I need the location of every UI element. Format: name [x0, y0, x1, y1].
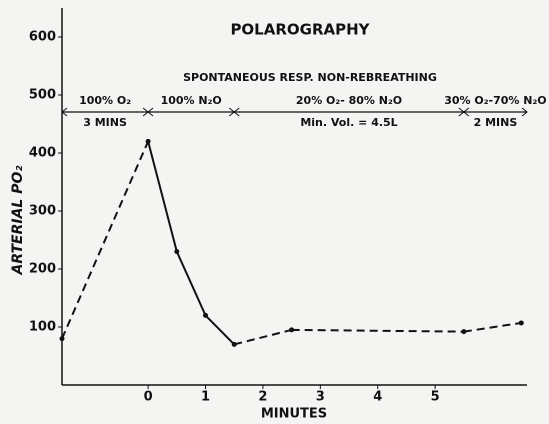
data-point	[231, 341, 237, 347]
phase-bound	[521, 107, 528, 117]
line-segment	[233, 328, 292, 346]
line-segment	[61, 140, 150, 340]
y-axis-label: ARTERIAL PO₂	[10, 165, 26, 276]
data-point	[203, 312, 209, 318]
data-point	[461, 329, 467, 335]
x-tick-label: 3	[316, 390, 325, 405]
data-point	[145, 138, 151, 144]
chart-title: POLAROGRAPHY	[230, 21, 370, 39]
y-tick-label: 300	[29, 204, 56, 219]
data-point	[59, 336, 65, 342]
line-segment	[463, 321, 522, 333]
phase-label: 20% O₂- 80% N₂O	[296, 94, 402, 107]
x-tick-label: 4	[373, 390, 382, 405]
chart-subtitle: SPONTANEOUS RESP. NON-REBREATHING	[183, 71, 437, 84]
phase-bound	[147, 107, 154, 117]
line-segment	[147, 141, 178, 252]
y-tick-label: 600	[29, 30, 56, 45]
y-tick-label: 100	[29, 320, 56, 335]
phase-label: 30% O₂-70% N₂O	[444, 94, 546, 107]
phase-sublabel: 2 MINS	[474, 116, 518, 129]
x-tick-label: 0	[144, 390, 153, 405]
phase-bound	[233, 107, 240, 117]
line-segment	[291, 328, 464, 333]
phase-bound	[463, 107, 470, 117]
phase-sublabel: 3 MINS	[83, 116, 127, 129]
y-tick-label: 500	[29, 88, 56, 103]
x-axis-label: MINUTES	[261, 407, 327, 422]
data-point	[174, 249, 180, 255]
line-segment	[204, 314, 235, 346]
data-point	[518, 320, 524, 326]
x-tick-label: 2	[258, 390, 267, 405]
line-segment	[175, 251, 207, 316]
phase-bound	[61, 107, 68, 117]
phase-label: 100% O₂	[79, 94, 131, 107]
phase-sublabel: Min. Vol. = 4.5L	[300, 116, 397, 129]
x-tick-label: 1	[201, 390, 210, 405]
phase-label: 100% N₂O	[161, 94, 222, 107]
data-point	[289, 327, 295, 333]
x-tick-label: 5	[431, 390, 440, 405]
y-tick-label: 200	[29, 262, 56, 277]
y-tick-label: 400	[29, 146, 56, 161]
